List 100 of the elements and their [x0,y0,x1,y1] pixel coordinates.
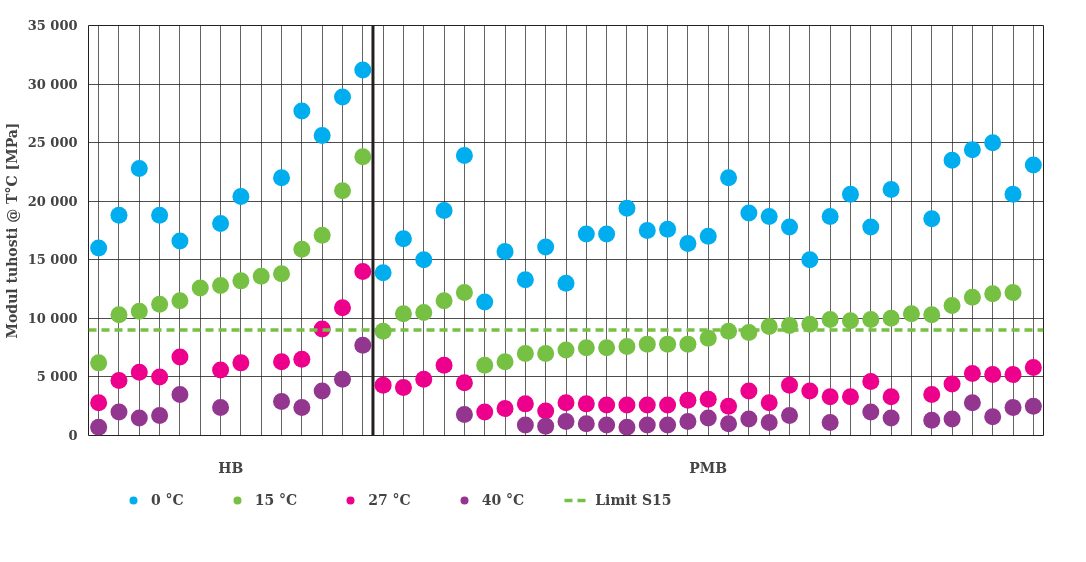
point [273,353,291,371]
point [333,370,351,388]
point [943,151,961,169]
point [923,411,941,429]
y-tick-label: 10 000 [27,310,78,326]
point [212,361,230,379]
point [821,311,839,329]
point [415,304,433,321]
point [679,234,697,252]
point [598,416,616,434]
point [293,240,311,258]
point [638,222,656,239]
point [455,374,473,392]
point [516,395,534,413]
text: HB [218,459,244,476]
point [435,292,453,310]
point [557,341,575,359]
point [232,354,250,372]
point [273,169,291,187]
point [313,226,331,244]
point [984,285,1002,303]
point [252,267,270,285]
point [821,414,839,432]
legend-label: 40 °C [481,492,525,508]
point [598,225,616,243]
point [577,415,595,433]
point [293,350,311,368]
y-tick-label: 20 000 [27,193,78,209]
point [598,339,616,357]
point [963,141,981,159]
point [130,159,148,177]
point [354,61,372,79]
point [1024,397,1042,415]
y-tick-label: 35 000 [27,18,78,33]
point [232,188,250,206]
point [740,204,758,222]
point [374,264,392,282]
point [841,388,859,406]
point [882,388,900,406]
point [455,147,473,165]
point [821,388,839,406]
point [923,306,941,324]
point [537,402,555,420]
point [862,373,880,391]
point [374,376,392,394]
point [435,202,453,220]
y-tick-label: 25 000 [27,135,78,151]
point [862,403,880,421]
point [801,382,819,400]
point [354,148,372,166]
point [476,403,494,421]
point [740,382,758,400]
point [659,396,677,414]
legend-label: 15 °C [254,492,298,508]
point [537,417,555,435]
point [110,306,128,324]
point [923,210,941,228]
point [232,272,250,290]
point [110,403,128,421]
point [90,394,108,412]
point [354,263,372,280]
point [273,265,291,283]
point [130,302,148,320]
point [679,412,697,430]
point [130,409,148,427]
point [659,335,677,353]
y-tick-label: 15 000 [27,252,78,268]
legend-label: 27 °C [368,492,411,508]
point [333,299,351,317]
point [435,356,453,374]
point [963,288,981,306]
point [1024,359,1042,377]
y-tick-label: 0 [68,428,78,443]
point [1004,398,1022,416]
point [577,339,595,357]
point [659,416,677,434]
point [699,227,717,245]
point [963,394,981,412]
point [537,345,555,362]
point [496,243,514,261]
point [577,395,595,413]
point [557,394,575,412]
y-tick-label: 30 000 [27,76,78,92]
point [943,296,961,314]
point [496,400,514,418]
point [212,214,230,232]
point [557,274,575,292]
point [1024,156,1042,174]
point [882,181,900,198]
point [496,353,514,371]
point [333,88,351,106]
point [110,206,128,224]
point [394,230,412,248]
point [516,416,534,434]
point [781,407,799,425]
point [679,391,697,409]
point [720,169,738,187]
point [394,305,412,323]
point [638,335,656,353]
point [313,382,331,400]
